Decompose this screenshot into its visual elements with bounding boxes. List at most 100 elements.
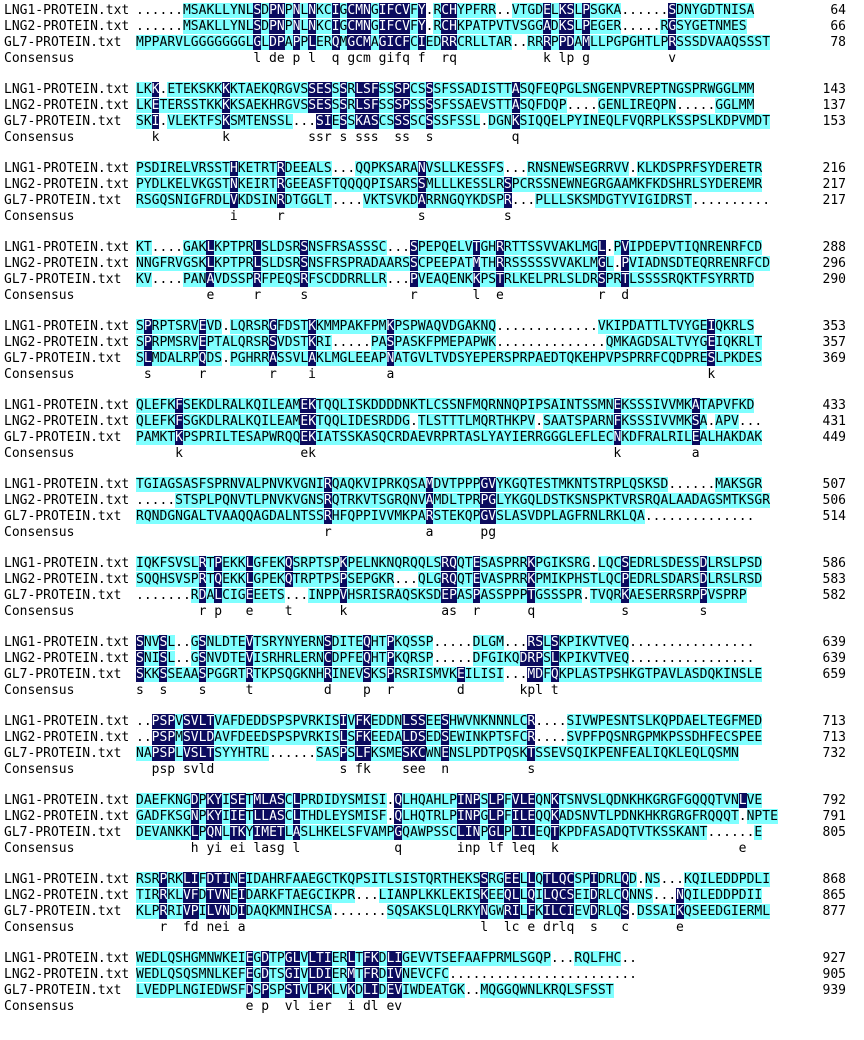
alignment-row: LNG2-PROTEIN.txt GADFKSGNPKYIIETLLASCLTHD… (4, 809, 864, 825)
alignment-row: GL7-PROTEIN.txt DEVANKKLPQNLTKYIMETLASLHK… (4, 825, 864, 841)
sequence-name: LNG1-PROTEIN.txt (4, 3, 130, 18)
alignment-row: LNG1-PROTEIN.txt KT....GAKLKPTPRLSLDSRSNS… (4, 240, 864, 256)
sequence-text: LKETERSSTKKKKSAEKHRGVSSESSSRLSFSSSPSSSSF… (136, 98, 755, 113)
sequence-text: RQNDGNGALTVAAQQAGDALNTSSRHFQPPIVVMKPARST… (136, 509, 755, 524)
consensus-label: Consensus (4, 762, 75, 777)
consensus-text: s s s t d p r d kpl t (136, 683, 559, 698)
sequence-name: LNG2-PROTEIN.txt (4, 730, 130, 745)
alignment-row: LNG2-PROTEIN.txt SNISL..GSNVDTEVISRHRLERN… (4, 651, 864, 667)
sequence-text: RSRPRKLIFDTINEIDAHRFAAEGCTKQPSITLSISTQRT… (136, 872, 771, 887)
consensus-label: Consensus (4, 525, 75, 540)
sequence-name: LNG1-PROTEIN.txt (4, 82, 130, 97)
alignment-row: LNG1-PROTEIN.txt PSDIRELVRSSTHKETRTRDEEAL… (4, 161, 864, 177)
sequence-text: ..PSPVSVLTVAFDEDDSPSPVRKISIVFKEDDNLSSEES… (136, 714, 763, 729)
sequence-text: LKK.ETEKSKKKKTAEKQRGVSSESSSRLSFSSSPCSSSF… (136, 82, 755, 97)
position-number: 506 (822, 493, 846, 508)
position-number: 713 (822, 714, 846, 729)
position-number: 431 (822, 414, 846, 429)
position-number: 143 (822, 82, 846, 97)
position-number: 659 (822, 667, 846, 682)
position-number: 153 (822, 114, 846, 129)
alignment-row: LNG1-PROTEIN.txt ..PSPVSVLTVAFDEDDSPSPVRK… (4, 714, 864, 730)
position-number: 507 (822, 477, 846, 492)
consensus-row: Consensus i r s s (4, 209, 864, 225)
sequence-text: KLPRRIVPILVNDIDAQKMNIHCSA.......SQSAKSLQ… (136, 904, 771, 919)
sequence-text: SPRPMSRVEPTALQRSRSVDSTKRI.....PASPASKFPM… (136, 335, 763, 350)
alignment-row: LNG1-PROTEIN.txt QLEFKFSEKDLRALKQILEAMEKT… (4, 398, 864, 414)
sequence-name: LNG2-PROTEIN.txt (4, 414, 130, 429)
consensus-row: Consensus k k ssr s sss ss s q (4, 130, 864, 146)
position-number: 877 (822, 904, 846, 919)
sequence-name: LNG2-PROTEIN.txt (4, 177, 130, 192)
alignment-row: GL7-PROTEIN.txt MPPARVLGGGGGGGLGLDPAPPLER… (4, 35, 864, 51)
alignment-row: GL7-PROTEIN.txt RSGQSNIGFRDLVKDSINRDTGGLT… (4, 193, 864, 209)
position-number: 288 (822, 240, 846, 255)
sequence-text: ......MSAKLLYNLSDPNPNLNKCIGCMNGIFCVFY.RC… (136, 19, 747, 34)
sequence-name: LNG1-PROTEIN.txt (4, 319, 130, 334)
alignment-row: LNG2-PROTEIN.txt SQQHSVSPRTQEKKLGPEKQTRPT… (4, 572, 864, 588)
sequence-text: TIRRKLVFDTVNEIDARKFTAEGCIKPR...LIANPLKKL… (136, 888, 763, 903)
consensus-text: s r r i a k (136, 367, 716, 382)
alignment-row: LNG2-PROTEIN.txt SPRPMSRVEPTALQRSRSVDSTKR… (4, 335, 864, 351)
alignment-row: LNG1-PROTEIN.txt TGIAGSASFSPRNVALPNVKVGNI… (4, 477, 864, 493)
consensus-text: r fd nei a l lc e drlq s c e (136, 920, 684, 935)
position-number: 792 (822, 793, 846, 808)
sequence-text: IQKFSVSLRTPEKKLGFEKQSRPTSPKPELNKNQRQQLSR… (136, 556, 763, 571)
consensus-label: Consensus (4, 920, 75, 935)
alignment-block: LNG1-PROTEIN.txt TGIAGSASFSPRNVALPNVKVGNI… (4, 477, 864, 541)
alignment-row: GL7-PROTEIN.txt LVEDPLNGIEDWSFDSPSPSTVLPK… (4, 983, 864, 999)
consensus-label: Consensus (4, 999, 75, 1014)
position-number: 927 (822, 951, 846, 966)
position-number: 582 (822, 588, 846, 603)
position-number: 137 (822, 98, 846, 113)
sequence-name: LNG1-PROTEIN.txt (4, 714, 130, 729)
sequence-text: TGIAGSASFSPRNVALPNVKVGNIRQAQKVIPRKQSAMDV… (136, 477, 763, 492)
sequence-text: DAEFKNGDPKYISETMLASCLPRDIDYSMISI.QLHQAHL… (136, 793, 763, 808)
sequence-name: GL7-PROTEIN.txt (4, 509, 122, 524)
consensus-row: Consensus r fd nei a l lc e drlq s c e (4, 920, 864, 936)
consensus-text: i r s s (136, 209, 512, 224)
sequence-text: .....STSPLPQNVTLPNVKVGNSRQTRKVTSGRQNVAMD… (136, 493, 771, 508)
sequence-name: GL7-PROTEIN.txt (4, 430, 122, 445)
position-number: 639 (822, 635, 846, 650)
alignment-block: LNG1-PROTEIN.txt KT....GAKLKPTPRLSLDSRSNS… (4, 240, 864, 304)
consensus-label: Consensus (4, 841, 75, 856)
consensus-row: Consensus s r r i a k (4, 367, 864, 383)
alignment-row: LNG2-PROTEIN.txt PYDLKELVKGSTNKEIRTRGEEAS… (4, 177, 864, 193)
position-number: 353 (822, 319, 846, 334)
consensus-label: Consensus (4, 51, 75, 66)
sequence-name: LNG1-PROTEIN.txt (4, 161, 130, 176)
consensus-row: Consensus r a pg (4, 525, 864, 541)
sequence-name: LNG2-PROTEIN.txt (4, 572, 130, 587)
consensus-row: Consensus l de p l q gcm gifq f rq k lp … (4, 51, 864, 67)
alignment-row: LNG1-PROTEIN.txt IQKFSVSLRTPEKKLGFEKQSRPT… (4, 556, 864, 572)
position-number: 290 (822, 272, 846, 287)
position-number: 369 (822, 351, 846, 366)
sequence-text: SKKSSEAASPGGRTRTKPSQGKNHRINEVSKSPRSRISMV… (136, 667, 763, 682)
sequence-text: GADFKSGNPKYIIETLLASCLTHDLEYSMISF.QLHQTRL… (136, 809, 778, 824)
alignment-row: LNG1-PROTEIN.txt RSRPRKLIFDTINEIDAHRFAAEG… (4, 872, 864, 888)
alignment-block: LNG1-PROTEIN.txt LKK.ETEKSKKKKTAEKQRGVSSE… (4, 82, 864, 146)
sequence-name: GL7-PROTEIN.txt (4, 904, 122, 919)
consensus-label: Consensus (4, 367, 75, 382)
sequence-name: GL7-PROTEIN.txt (4, 667, 122, 682)
alignment-row: LNG2-PROTEIN.txt .....STSPLPQNVTLPNVKVGNS… (4, 493, 864, 509)
position-number: 449 (822, 430, 846, 445)
sequence-text: SLMDALRPQDS.PGHRRASSVLAKLMGLEEAPNATGVLTV… (136, 351, 763, 366)
consensus-row: Consensus s s s t d p r d kpl t (4, 683, 864, 699)
sequence-name: LNG1-PROTEIN.txt (4, 872, 130, 887)
consensus-label: Consensus (4, 683, 75, 698)
sequence-text: SPRPTSRVEVD.LQRSRGFDSTKKMMPAKFPMKPSPWAQV… (136, 319, 755, 334)
sequence-text: LVEDPLNGIEDWSFDSPSPSTVLPKLVKDLIDEVIWDEAT… (136, 983, 614, 998)
alignment-block: LNG1-PROTEIN.txt SNVSL..GSNLDTEVTSRYNYERN… (4, 635, 864, 699)
alignment-row: LNG2-PROTEIN.txt ......MSAKLLYNLSDPNPNLNK… (4, 19, 864, 35)
consensus-text: psp svld s fk see n s (136, 762, 536, 777)
sequence-name: LNG2-PROTEIN.txt (4, 19, 130, 34)
alignment-block: LNG1-PROTEIN.txt ..PSPVSVLTVAFDEDDSPSPVRK… (4, 714, 864, 778)
sequence-text: QLEFKFSGKDLRALKQILEAMEKTQQLIDESRDDG.TLST… (136, 414, 763, 429)
sequence-name: LNG1-PROTEIN.txt (4, 951, 130, 966)
position-number: 217 (822, 193, 846, 208)
consensus-text: e r s r l e r d (136, 288, 630, 303)
sequence-name: LNG2-PROTEIN.txt (4, 98, 130, 113)
position-number: 713 (822, 730, 846, 745)
